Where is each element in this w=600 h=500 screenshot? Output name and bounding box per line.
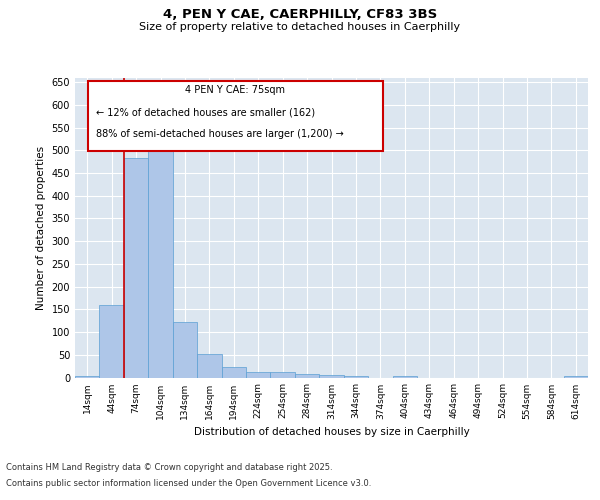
- Bar: [173, 322, 197, 378]
- Bar: [344, 376, 368, 378]
- Text: 4 PEN Y CAE: 75sqm: 4 PEN Y CAE: 75sqm: [185, 85, 286, 95]
- X-axis label: Distribution of detached houses by size in Caerphilly: Distribution of detached houses by size …: [194, 427, 469, 437]
- Bar: [197, 354, 221, 378]
- Bar: [319, 375, 344, 378]
- Y-axis label: Number of detached properties: Number of detached properties: [36, 146, 46, 310]
- Text: 4, PEN Y CAE, CAERPHILLY, CF83 3BS: 4, PEN Y CAE, CAERPHILLY, CF83 3BS: [163, 8, 437, 20]
- Bar: [271, 372, 295, 378]
- Bar: [221, 367, 246, 378]
- Bar: [148, 146, 173, 378]
- Bar: [100, 305, 124, 378]
- Bar: [563, 376, 588, 378]
- Text: Size of property relative to detached houses in Caerphilly: Size of property relative to detached ho…: [139, 22, 461, 32]
- Text: 88% of semi-detached houses are larger (1,200) →: 88% of semi-detached houses are larger (…: [95, 129, 343, 139]
- Bar: [124, 158, 148, 378]
- Bar: [295, 374, 319, 378]
- Text: ← 12% of detached houses are smaller (162): ← 12% of detached houses are smaller (16…: [95, 107, 314, 117]
- Bar: [392, 376, 417, 378]
- Bar: [246, 372, 271, 378]
- FancyBboxPatch shape: [88, 80, 383, 151]
- Bar: [75, 376, 100, 378]
- Text: Contains HM Land Registry data © Crown copyright and database right 2025.: Contains HM Land Registry data © Crown c…: [6, 464, 332, 472]
- Text: Contains public sector information licensed under the Open Government Licence v3: Contains public sector information licen…: [6, 478, 371, 488]
